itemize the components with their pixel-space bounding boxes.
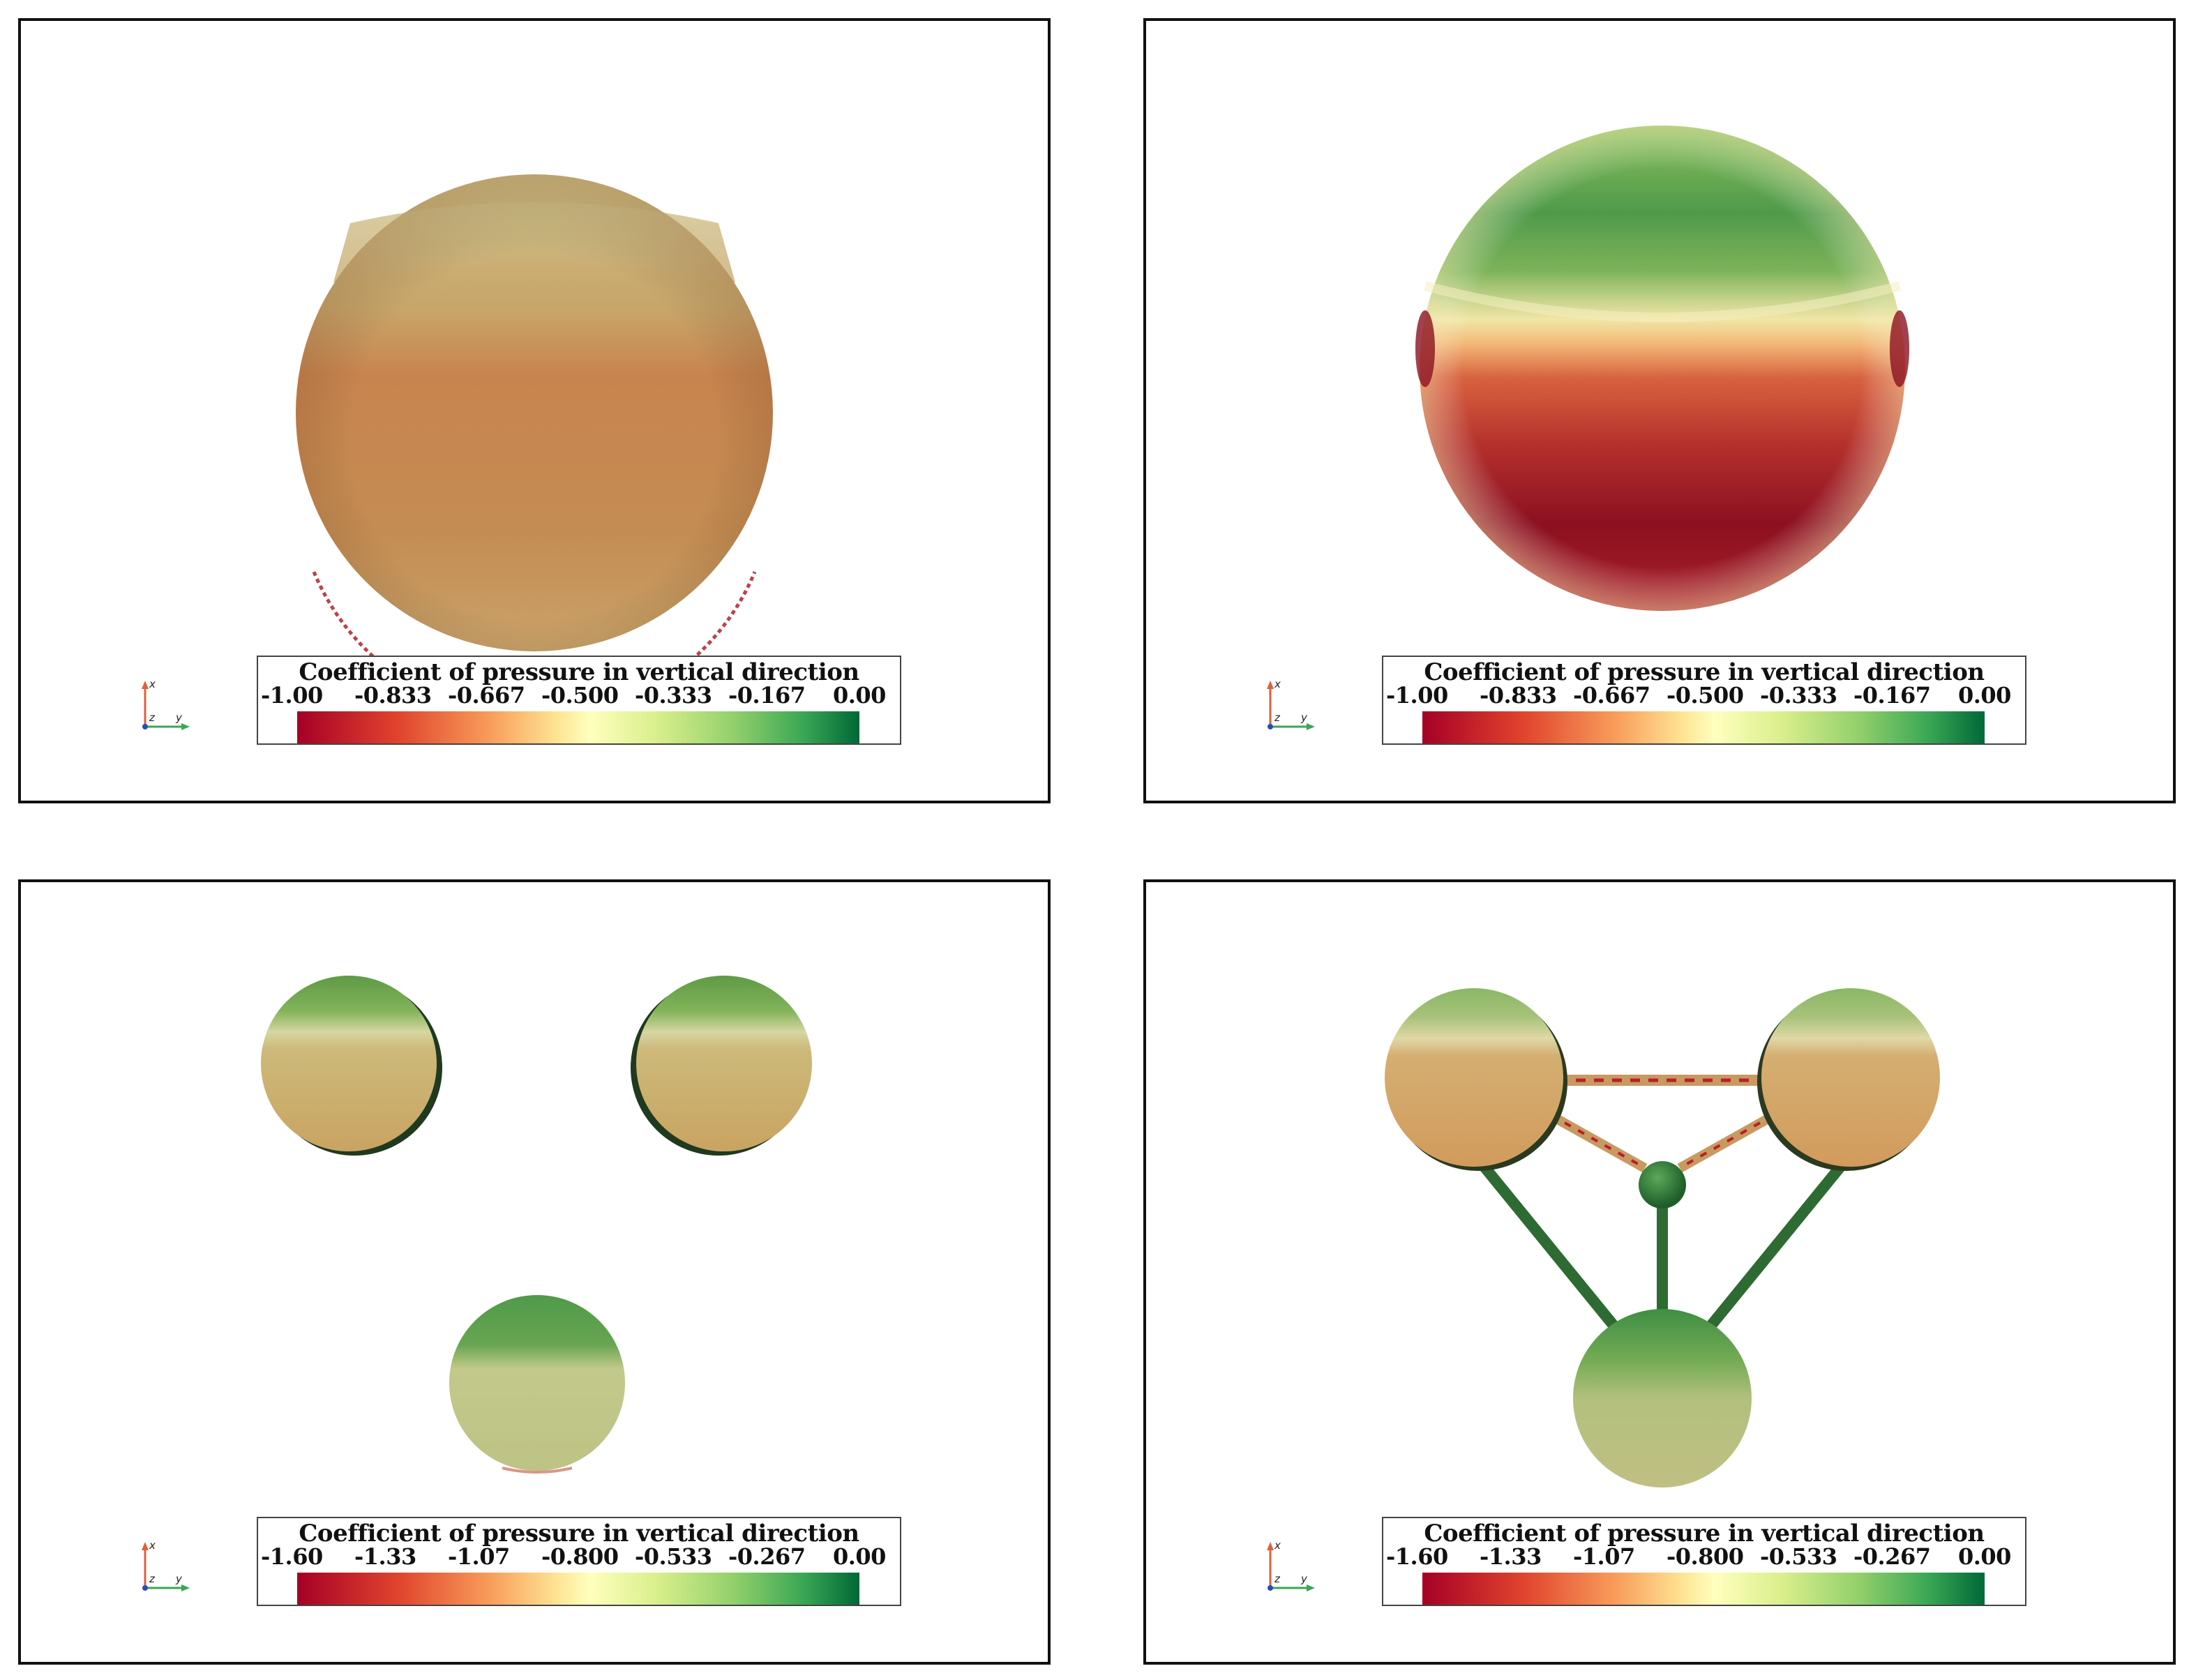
color-bar-tick: 0.00: [1958, 682, 2011, 709]
x-axis-label: x: [149, 678, 156, 690]
color-bar-tick: -0.167: [1853, 682, 1931, 709]
color-bar-tick: -0.667: [1573, 682, 1650, 709]
cylinder-column: [1415, 126, 1909, 611]
color-bar-title: Coefficient of pressure in vertical dire…: [299, 658, 859, 686]
x-axis-label: x: [1274, 678, 1281, 690]
color-bar-tick: -0.500: [1667, 682, 1744, 709]
color-bar-tick: -0.333: [635, 682, 712, 709]
orientation-axes-triad: x z y: [138, 1524, 201, 1594]
color-bar-tick: -1.07: [448, 1543, 510, 1570]
color-bar-ramp: [1422, 711, 1985, 743]
color-bar-tick: -0.267: [1853, 1543, 1931, 1570]
x-axis-label: x: [1274, 1539, 1281, 1552]
color-bar-tick: -1.33: [354, 1543, 416, 1570]
color-bar-tick: -0.533: [1760, 1543, 1837, 1570]
pressure-field-view: [1385, 988, 1940, 1488]
column-left: [1385, 988, 1567, 1171]
color-bar-tick: -1.33: [1480, 1543, 1542, 1570]
color-bar-tick: -0.500: [541, 682, 619, 709]
color-bar-legend: Coefficient of pressure in vertical dire…: [1382, 1517, 2026, 1606]
column-left: [261, 976, 442, 1156]
pressure-field-view: [296, 174, 773, 721]
color-bar-tick: -0.667: [448, 682, 525, 709]
panel-top-right: x z y Coefficient of pressure in vertica…: [1143, 18, 2176, 803]
y-axis-label: y: [176, 1573, 182, 1585]
z-axis-label: z: [149, 1573, 155, 1585]
color-bar-ramp: [297, 711, 859, 743]
color-bar-legend: Coefficient of pressure in vertical dire…: [257, 1517, 901, 1606]
color-bar-tick: -0.800: [541, 1543, 619, 1570]
color-bar-tick: 0.00: [1958, 1543, 2011, 1570]
color-bar-title: Coefficient of pressure in vertical dire…: [299, 1520, 859, 1547]
x-axis-label: x: [149, 1539, 156, 1552]
color-bar-tick: -1.00: [261, 682, 323, 709]
y-axis-label: y: [1301, 711, 1307, 724]
panel-bottom-left: x z y Coefficient of pressure in vertica…: [18, 879, 1051, 1665]
y-axis-label: y: [176, 711, 182, 724]
color-bar-tick: 0.00: [833, 682, 886, 709]
column-right: [631, 976, 812, 1156]
color-bar-legend: Coefficient of pressure in vertical dire…: [257, 656, 901, 745]
color-bar-tick: -1.07: [1573, 1543, 1635, 1570]
cylinder-column: [296, 174, 773, 721]
color-bar-title: Coefficient of pressure in vertical dire…: [1424, 1520, 1985, 1547]
pressure-field-view: [261, 976, 812, 1474]
color-bar-tick: -1.00: [1386, 682, 1448, 709]
orientation-axes-triad: x z y: [138, 663, 201, 732]
color-bar-tick: -0.333: [1760, 682, 1837, 709]
orientation-axes-triad: x z y: [1263, 663, 1326, 732]
z-axis-label: z: [149, 711, 155, 724]
z-axis-label: z: [1274, 711, 1280, 724]
color-bar-ramp: [297, 1573, 859, 1605]
column-bottom: [1573, 1309, 1752, 1488]
color-bar-tick: -0.833: [354, 682, 432, 709]
color-bar-tick: -0.833: [1480, 682, 1557, 709]
color-bar-tick: -0.167: [728, 682, 806, 709]
color-bar-ramp: [1422, 1573, 1985, 1605]
color-bar-tick: -1.60: [261, 1543, 323, 1570]
bracing-members: [1469, 1075, 1856, 1347]
column-bottom: [449, 1295, 625, 1474]
pressure-field-view: [1415, 126, 1909, 611]
color-bar-legend: Coefficient of pressure in vertical dire…: [1382, 656, 2026, 745]
y-axis-label: y: [1301, 1573, 1307, 1585]
column-right: [1757, 988, 1940, 1171]
z-axis-label: z: [1274, 1573, 1280, 1585]
color-bar-tick: 0.00: [833, 1543, 886, 1570]
panel-bottom-right: x z y Coefficient of pressure in vertica…: [1143, 879, 2176, 1665]
color-bar-tick: -1.60: [1386, 1543, 1448, 1570]
color-bar-tick: -0.533: [635, 1543, 712, 1570]
panel-top-left: x z y Coefficient of pressure in vertica…: [18, 18, 1051, 803]
color-bar-tick: -0.800: [1667, 1543, 1744, 1570]
color-bar-title: Coefficient of pressure in vertical dire…: [1424, 658, 1985, 686]
color-bar-tick: -0.267: [728, 1543, 806, 1570]
orientation-axes-triad: x z y: [1263, 1524, 1326, 1594]
